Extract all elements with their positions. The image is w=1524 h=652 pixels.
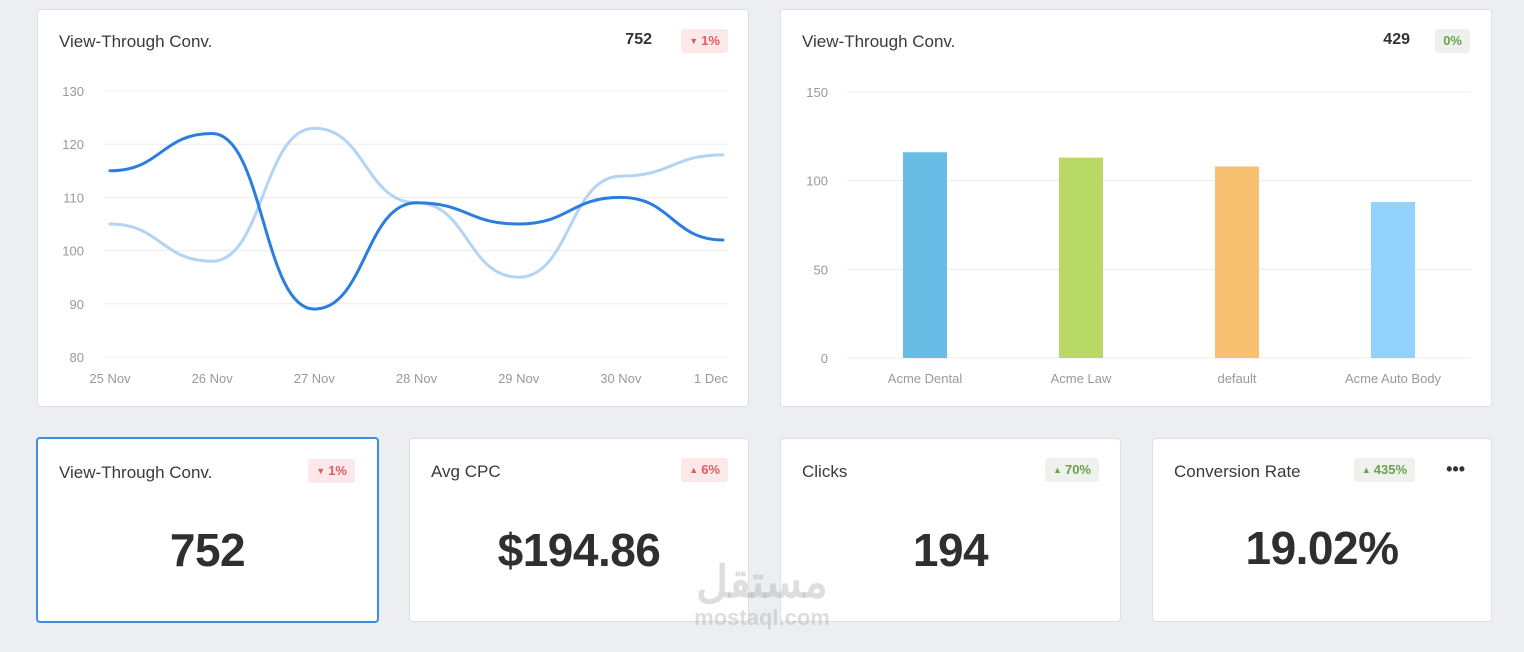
x-tick-label: 27 Nov — [294, 371, 336, 386]
y-tick-label: 80 — [70, 350, 84, 365]
kpi-title: Conversion Rate — [1174, 462, 1301, 481]
caret-up-icon: ▲ — [1053, 465, 1062, 475]
kpi-card-view-through[interactable]: View-Through Conv. ▼ 1% 752 — [36, 437, 379, 623]
kpi-card-avg-cpc[interactable]: Avg CPC ▲ 6% $194.86 — [409, 438, 749, 622]
bar-chart-card: View-Through Conv. 429 0% 0 50 100 150 Acme … — [780, 9, 1492, 407]
kpi-title: View-Through Conv. — [59, 463, 213, 482]
caret-down-icon: ▼ — [316, 466, 326, 476]
y-tick-label: 100 — [806, 174, 828, 189]
line-chart-total: 752 — [625, 31, 652, 48]
x-tick-label: default — [1217, 371, 1256, 386]
bar-chart: 0 50 100 150 Acme Dental Acme Law default Acme … — [806, 85, 1471, 386]
x-tick-label: 1 Dec — [694, 371, 728, 386]
kpi-change-badge: ▲ 70% — [1045, 458, 1099, 482]
bar — [1371, 201, 1415, 358]
bar — [1059, 157, 1103, 358]
y-tick-label: 50 — [814, 262, 828, 277]
bar-chart-change-badge: 0% — [1435, 29, 1470, 53]
kpi-value: $194.86 — [497, 524, 661, 576]
y-tick-label: 100 — [62, 244, 84, 259]
bar — [1215, 166, 1259, 358]
kpi-title: Clicks — [802, 462, 848, 481]
bar-chart-title: View-Through Conv. — [802, 32, 956, 51]
caret-down-icon: ▼ — [689, 36, 699, 46]
series-line — [108, 132, 725, 311]
line-chart-card: View-Through Conv. 752 ▼ 1% 80 90 100 110 120… — [37, 9, 749, 407]
kpi-title: Avg CPC — [431, 462, 501, 481]
y-tick-label: 90 — [70, 297, 84, 312]
y-tick-label: 0 — [821, 351, 828, 366]
x-tick-label: 30 Nov — [600, 371, 642, 386]
kpi-value: 752 — [169, 524, 246, 576]
caret-up-icon: ▲ — [689, 465, 699, 475]
bar — [903, 152, 947, 358]
x-tick-label: 29 Nov — [498, 371, 540, 386]
kpi-change-badge: ▲ 435% — [1353, 458, 1415, 482]
kpi-card-clicks[interactable]: Clicks ▲ 70% 194 — [780, 438, 1121, 622]
y-tick-label: 150 — [806, 85, 828, 100]
x-tick-label: 26 Nov — [192, 371, 234, 386]
kpi-value: 19.02% — [1245, 522, 1399, 574]
line-chart-title: View-Through Conv. — [59, 32, 213, 51]
kpi-change-badge: ▼ 1% — [308, 459, 355, 483]
line-chart: 80 90 100 110 120 130 25 Nov 26 Nov 27 Nov 28 Nov… — [62, 84, 728, 386]
bar-chart-total: 429 — [1383, 31, 1410, 48]
caret-up-icon: ▲ — [1361, 465, 1371, 475]
y-tick-label: 110 — [63, 190, 84, 205]
y-tick-label: 120 — [62, 137, 84, 152]
y-tick-label: 130 — [62, 84, 84, 99]
x-tick-label: 25 Nov — [89, 371, 131, 386]
kpi-change-badge: ▲ 6% — [681, 458, 728, 482]
x-tick-label: Acme Dental — [888, 371, 963, 386]
x-tick-label: 28 Nov — [396, 371, 438, 386]
line-chart-change-badge: ▼ 1% — [681, 29, 728, 53]
x-tick-label: Acme Law — [1051, 371, 1112, 386]
kpi-card-conversion-rate[interactable]: Conversion Rate ▲ 435% ••• 19.02% — [1152, 438, 1492, 622]
x-tick-label: Acme Auto Body — [1345, 371, 1442, 386]
more-options-icon[interactable]: ••• — [1446, 459, 1465, 479]
kpi-value: 194 — [912, 524, 989, 576]
